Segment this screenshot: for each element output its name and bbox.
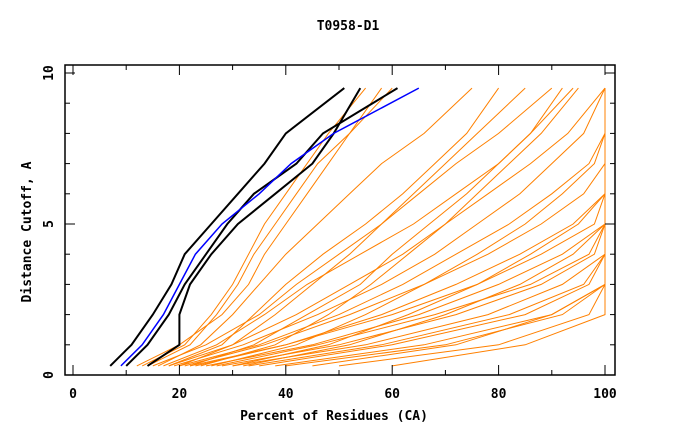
x-tick-label: 20: [172, 387, 188, 402]
x-tick-label: 80: [491, 387, 507, 402]
plot-frame: [64, 64, 616, 376]
series-layer: [109, 87, 606, 367]
y-tick-label: 10: [42, 65, 57, 81]
chart-title: T0958-D1: [317, 19, 380, 34]
x-axis-label: Percent of Residues (CA): [240, 409, 428, 424]
y-axis-label: Distance Cutoff, A: [20, 161, 35, 302]
model-curve-18: [243, 88, 606, 367]
model-curve-12: [179, 87, 526, 367]
model-curve-3: [168, 87, 606, 367]
model-curve-6: [205, 88, 606, 367]
model-curve-15: [200, 87, 579, 367]
model-curve-1: [136, 87, 393, 367]
x-tick-label: 60: [384, 387, 400, 402]
highlight-curve-blue: [120, 87, 420, 367]
model-curve-28: [141, 87, 366, 367]
model-curve-2: [152, 87, 553, 367]
model-curve-22: [173, 87, 606, 367]
model-curve-13: [157, 87, 473, 367]
reference-curve-black-2: [125, 87, 399, 367]
model-curve-29: [168, 87, 500, 367]
model-curve-27: [275, 88, 606, 367]
model-curve-4: [179, 88, 606, 367]
reference-curve-black-3: [146, 87, 362, 367]
model-curve-14: [147, 87, 383, 367]
model-curve-26: [248, 88, 606, 367]
y-tick-label: 5: [42, 220, 57, 228]
model-curve-25: [216, 88, 606, 367]
reference-curve-black-1: [109, 87, 345, 367]
model-curve-30: [189, 87, 563, 367]
x-tick-label: 0: [69, 387, 77, 402]
model-curve-23: [184, 88, 606, 367]
model-curve-10: [285, 88, 606, 367]
x-tick-label: 100: [593, 387, 617, 402]
y-tick-label: 0: [42, 371, 57, 379]
model-curve-16: [211, 88, 606, 367]
axis-ticks: 0 20 40 60 80 100 0 5 10: [42, 65, 617, 402]
x-tick-label: 40: [278, 387, 294, 402]
